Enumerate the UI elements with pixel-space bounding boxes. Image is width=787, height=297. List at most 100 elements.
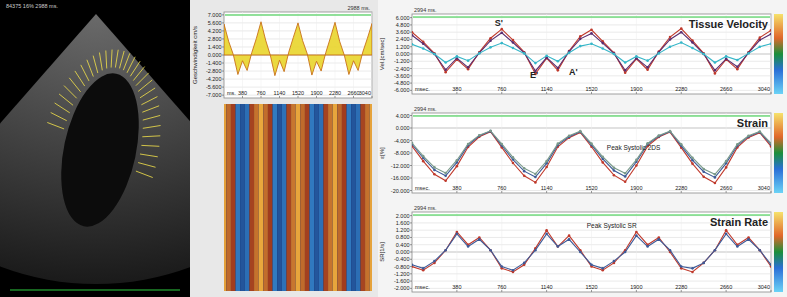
tick [456, 191, 457, 193]
marker [545, 160, 548, 163]
marker [669, 38, 672, 41]
tick [410, 230, 412, 231]
marker [444, 180, 447, 183]
marker [613, 52, 616, 55]
marker [736, 65, 739, 68]
tracking-line [47, 122, 65, 128]
tick-label: 2280 [675, 284, 687, 290]
marker [702, 262, 705, 265]
mmode-cell [300, 104, 305, 291]
marker [770, 42, 771, 45]
marker [658, 238, 661, 241]
mmode-cell [231, 104, 236, 291]
tick [222, 22, 224, 23]
tick-label: 2660 [720, 185, 732, 191]
annotation: Peak Systolic 2DS [607, 144, 661, 152]
grid-line [224, 14, 372, 15]
tick-label: 1140 [541, 86, 553, 92]
marker [534, 249, 537, 252]
marker [624, 172, 627, 175]
grid-line [636, 113, 637, 193]
axis-label: Vel.[cm/sec] [379, 37, 385, 70]
tick [222, 30, 224, 31]
tick-label: 1900 [630, 185, 642, 191]
mmode-cell [319, 104, 324, 291]
marker [669, 45, 672, 48]
marker [702, 168, 705, 171]
chart-title: Strain Rate [710, 216, 768, 228]
tick-label: 1520 [585, 86, 597, 92]
marker [725, 166, 728, 169]
marker [680, 265, 683, 268]
tick-label: 2.000 [396, 213, 410, 219]
mmode-cell [328, 104, 333, 291]
tracking-line [142, 132, 160, 140]
marker [433, 53, 436, 56]
annotation: A' [569, 67, 578, 77]
marker [467, 66, 470, 69]
grid-line [681, 212, 682, 292]
axis-label: msec. [415, 185, 430, 191]
time-label: 2994 ms. [414, 106, 437, 112]
marker [613, 260, 616, 263]
data-group [224, 22, 372, 76]
tick [726, 92, 727, 94]
tick [242, 96, 243, 98]
grid-line [501, 113, 502, 193]
marker [489, 46, 492, 49]
marker [601, 155, 604, 158]
marker [669, 36, 672, 39]
tick [353, 96, 354, 98]
marker [613, 53, 616, 56]
grid-line [546, 14, 547, 94]
tick-label: 1.200 [396, 44, 410, 50]
marker [456, 55, 459, 58]
tick-label: -2.800 [206, 68, 222, 74]
tick-label: -5.600 [206, 84, 222, 90]
marker [523, 167, 526, 170]
grid-line [681, 14, 682, 94]
marker [747, 135, 750, 138]
marker [568, 135, 571, 138]
tick-label: 3040 [359, 90, 371, 96]
line [412, 132, 771, 183]
grid-line [771, 212, 772, 292]
grid-line [636, 14, 637, 94]
marker [433, 260, 436, 263]
tick-label: 1140 [541, 185, 553, 191]
mmode-cell [333, 104, 338, 291]
tick [410, 178, 412, 179]
marker [568, 238, 571, 241]
marker [444, 249, 447, 252]
axis-label: Geschwindigkeit cm/s [192, 26, 198, 84]
marker [500, 265, 503, 268]
tick-label: 760 [256, 90, 265, 96]
tick [501, 290, 502, 292]
marker [534, 176, 537, 179]
mmode-cell [365, 104, 370, 291]
mmode-cell [360, 104, 365, 291]
tick [771, 191, 772, 193]
tick-label: 3.600 [396, 29, 410, 35]
marker [758, 130, 761, 133]
annotation: S' [495, 18, 503, 28]
marker [557, 69, 560, 72]
marker [658, 135, 661, 138]
tick [261, 96, 262, 98]
tick-label: 1900 [310, 90, 322, 96]
marker [736, 59, 739, 62]
marker [422, 42, 425, 45]
tick-label: 1900 [630, 284, 642, 290]
marker [478, 51, 481, 54]
tick-label: -20.000 [391, 188, 410, 194]
mmode-cell [254, 104, 259, 291]
tick [410, 288, 412, 289]
tick [771, 290, 772, 292]
marker [422, 155, 425, 158]
tracking-line [90, 56, 101, 73]
tracking-line [141, 143, 159, 149]
marker [512, 162, 515, 165]
tracking-line [53, 103, 71, 113]
marker [590, 32, 593, 35]
tick-label: 760 [497, 86, 506, 92]
